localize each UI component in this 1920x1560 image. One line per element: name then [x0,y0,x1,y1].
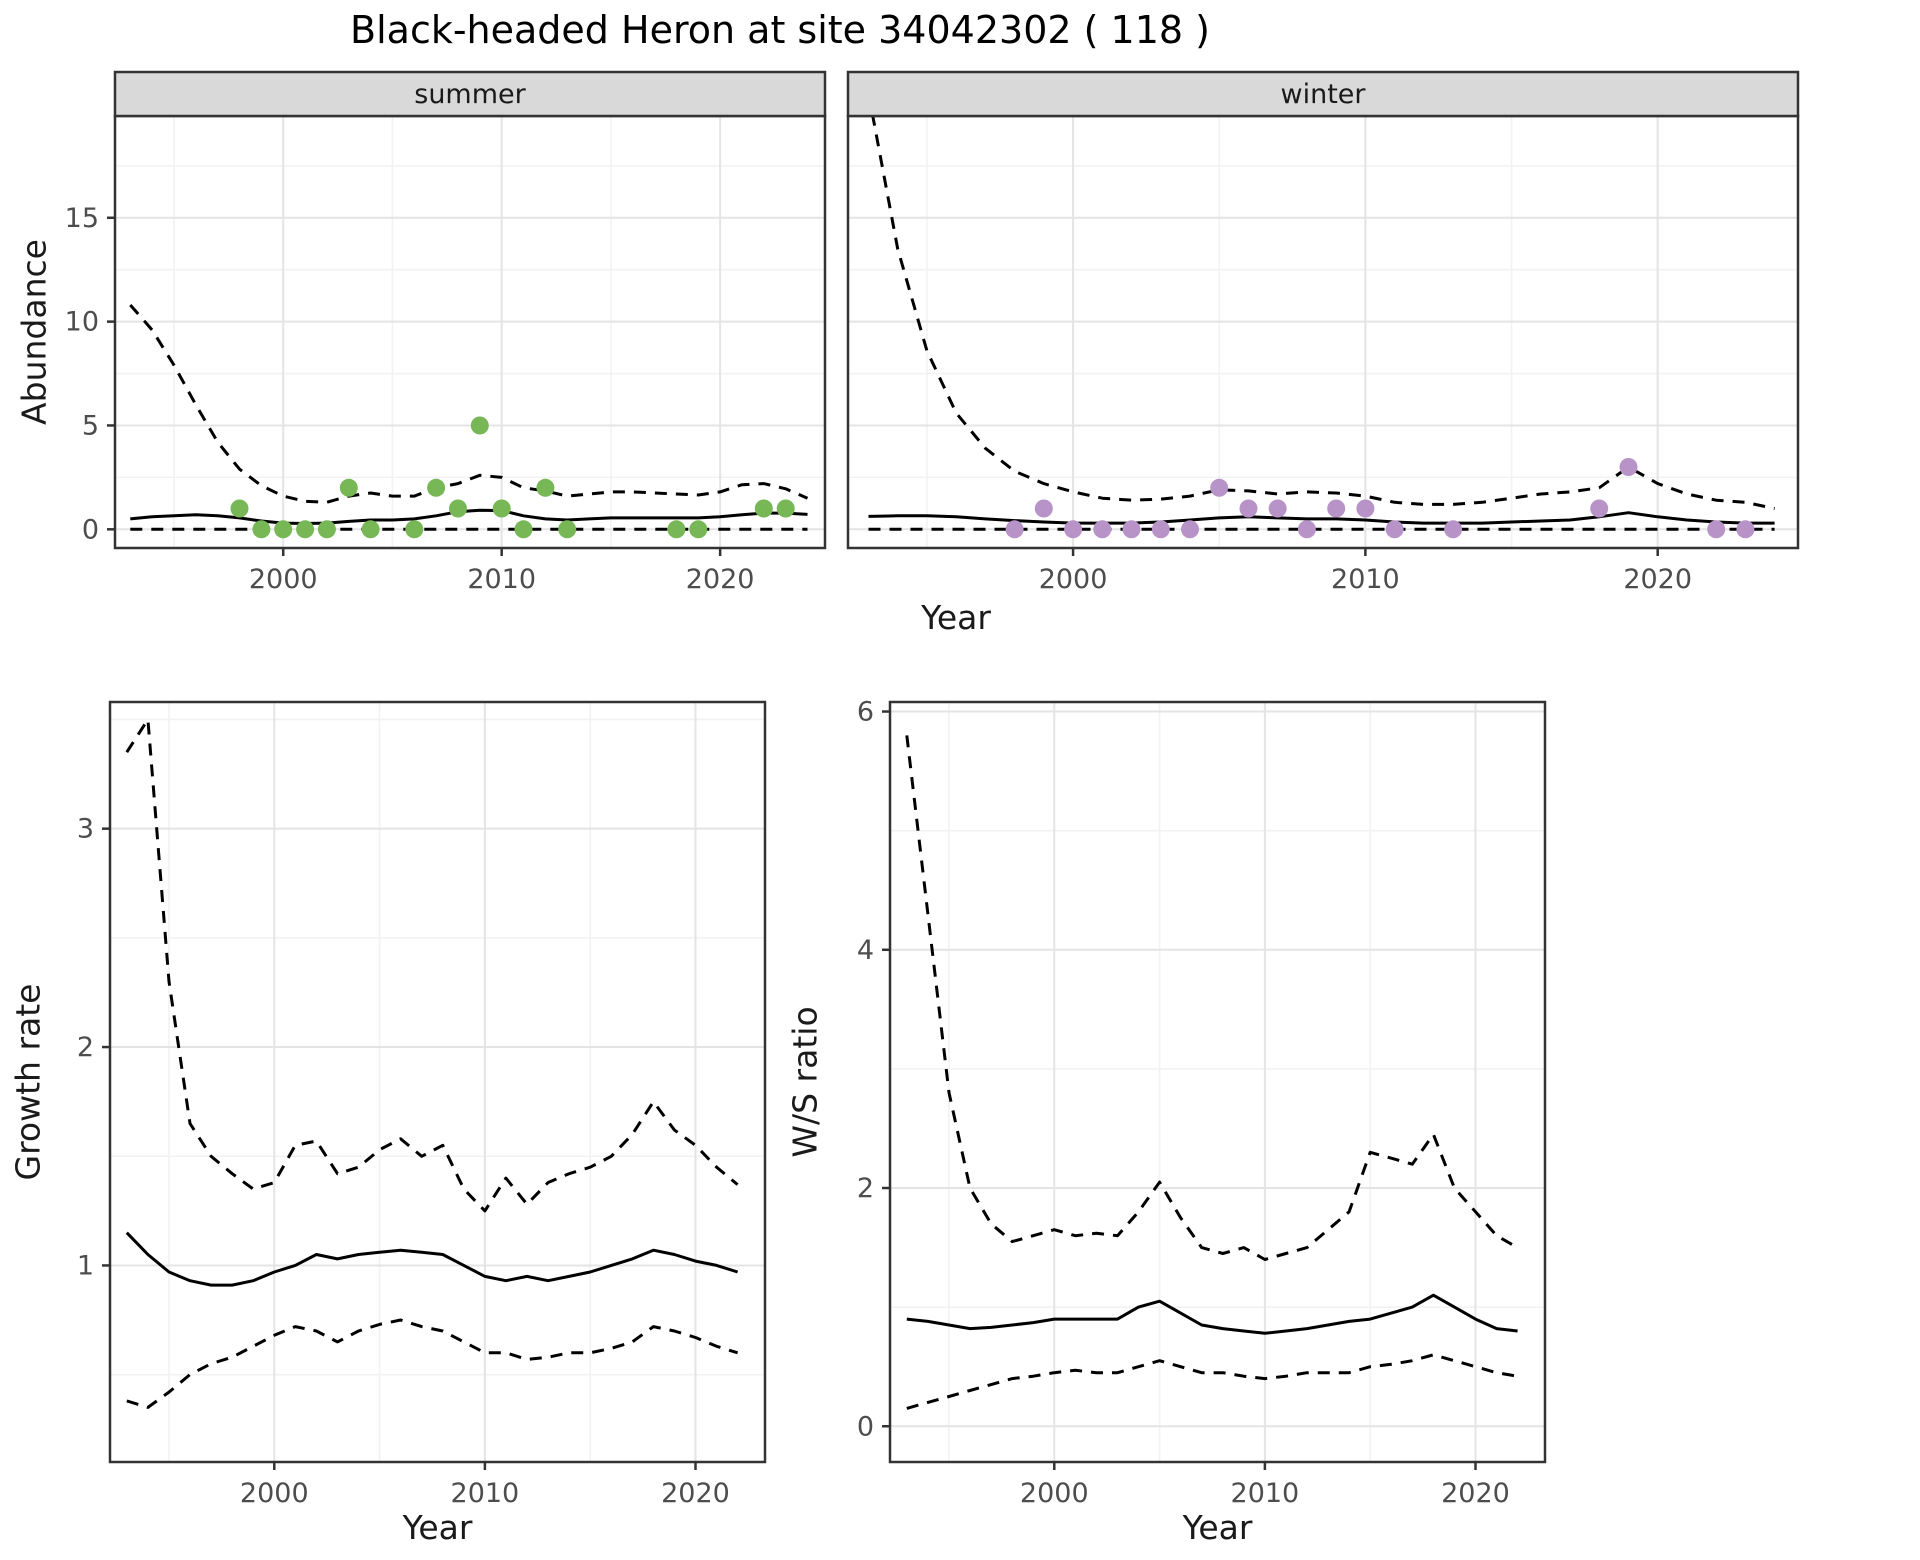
svg-text:2000: 2000 [240,1478,309,1509]
svg-text:2000: 2000 [1039,564,1108,595]
y-axis-label-ws-ratio: W/S ratio [785,1006,825,1158]
svg-text:2: 2 [77,1032,94,1063]
svg-text:2: 2 [857,1173,874,1204]
svg-text:2000: 2000 [1020,1478,1089,1509]
svg-text:2010: 2010 [1231,1478,1300,1509]
svg-text:winter: winter [1281,79,1367,110]
svg-text:2020: 2020 [661,1478,730,1509]
svg-text:0: 0 [857,1411,874,1442]
svg-text:2010: 2010 [467,564,536,595]
svg-text:2020: 2020 [1623,564,1692,595]
svg-text:2020: 2020 [1441,1478,1510,1509]
abundance-winter-chart: winter 2000 2010 2020 [846,70,1800,595]
svg-text:0: 0 [82,514,99,545]
x-axis-label-growth: Year [402,1508,473,1547]
svg-text:15: 15 [65,203,99,234]
svg-text:summer: summer [414,79,526,110]
y-axis-label-abundance: Abundance [14,239,54,425]
abundance-summer-chart: summer 2000 2010 2020 0 5 10 15 [65,70,827,595]
y-axis-label-growth-rate: Growth rate [8,983,48,1181]
svg-text:2010: 2010 [451,1478,520,1509]
svg-text:2000: 2000 [249,564,318,595]
svg-text:6: 6 [857,697,874,728]
svg-text:4: 4 [857,935,874,966]
svg-text:2010: 2010 [1331,564,1400,595]
chart-title: Black-headed Heron at site 34042302 ( 11… [350,8,1210,52]
svg-text:2020: 2020 [686,564,755,595]
x-axis-label-top: Year [921,598,991,637]
x-axis-label-ratio: Year [1182,1508,1253,1547]
ws-ratio-chart: 2000 2010 2020 0 2 4 6 [857,697,1547,1509]
growth-rate-chart: 2000 2010 2020 1 2 3 [77,700,767,1509]
svg-text:3: 3 [77,814,94,845]
svg-text:1: 1 [77,1250,94,1281]
svg-text:10: 10 [65,307,99,338]
svg-text:5: 5 [82,410,99,441]
